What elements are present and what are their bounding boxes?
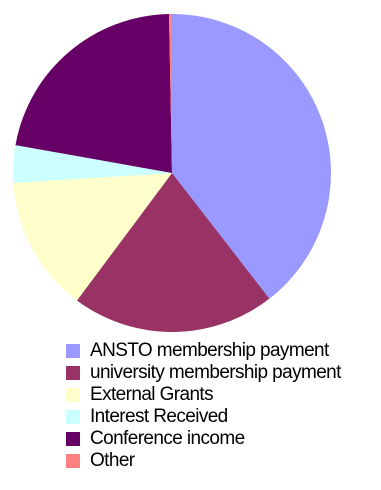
legend-swatch bbox=[66, 366, 80, 380]
legend-swatch bbox=[66, 388, 80, 402]
pie-chart bbox=[12, 14, 331, 332]
legend: ANSTO membership payment university membe… bbox=[66, 339, 381, 490]
pie-slice-interest-received bbox=[12, 145, 173, 183]
legend-swatch bbox=[66, 410, 80, 424]
legend-item-interest-received: Interest Received bbox=[66, 405, 381, 427]
legend-label: ANSTO membership payment bbox=[90, 340, 329, 361]
pie-slice-external-grants bbox=[13, 173, 173, 301]
legend-label: Interest Received bbox=[90, 406, 228, 427]
legend-label: university membership payment bbox=[90, 362, 341, 383]
pie-slice-university-membership-payment bbox=[76, 173, 270, 332]
legend-swatch bbox=[66, 344, 80, 358]
legend-swatch bbox=[66, 454, 80, 468]
legend-item-conference-income: Conference income bbox=[66, 427, 381, 449]
legend-label: External Grants bbox=[90, 384, 214, 405]
pie-slices bbox=[12, 14, 331, 332]
pie-slice-conference-income bbox=[15, 14, 173, 174]
legend-item-university-membership-payment: university membership payment bbox=[66, 361, 381, 383]
legend-label: Other bbox=[90, 450, 135, 471]
legend-swatch bbox=[66, 432, 80, 446]
legend-label: Conference income bbox=[90, 428, 245, 449]
legend-item-ansto-membership-payment: ANSTO membership payment bbox=[66, 339, 381, 361]
legend-item-external-grants: External Grants bbox=[66, 383, 381, 405]
pie-slice-ansto-membership-payment bbox=[172, 14, 331, 299]
pie-slice-other bbox=[169, 14, 172, 173]
legend-item-other: Other bbox=[66, 449, 381, 471]
